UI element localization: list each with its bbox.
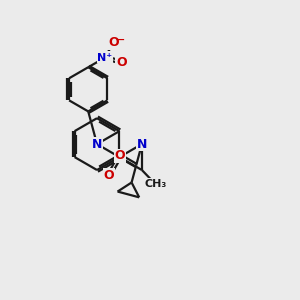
Text: −: − bbox=[116, 35, 125, 45]
Text: O: O bbox=[116, 56, 127, 69]
Text: N⁺: N⁺ bbox=[97, 53, 112, 63]
Text: N: N bbox=[100, 51, 110, 64]
Text: O: O bbox=[103, 169, 114, 182]
Text: CH₃: CH₃ bbox=[144, 179, 166, 189]
Text: O: O bbox=[114, 149, 125, 162]
Text: O: O bbox=[108, 36, 119, 50]
Text: N: N bbox=[137, 138, 147, 151]
Text: N: N bbox=[92, 138, 102, 151]
